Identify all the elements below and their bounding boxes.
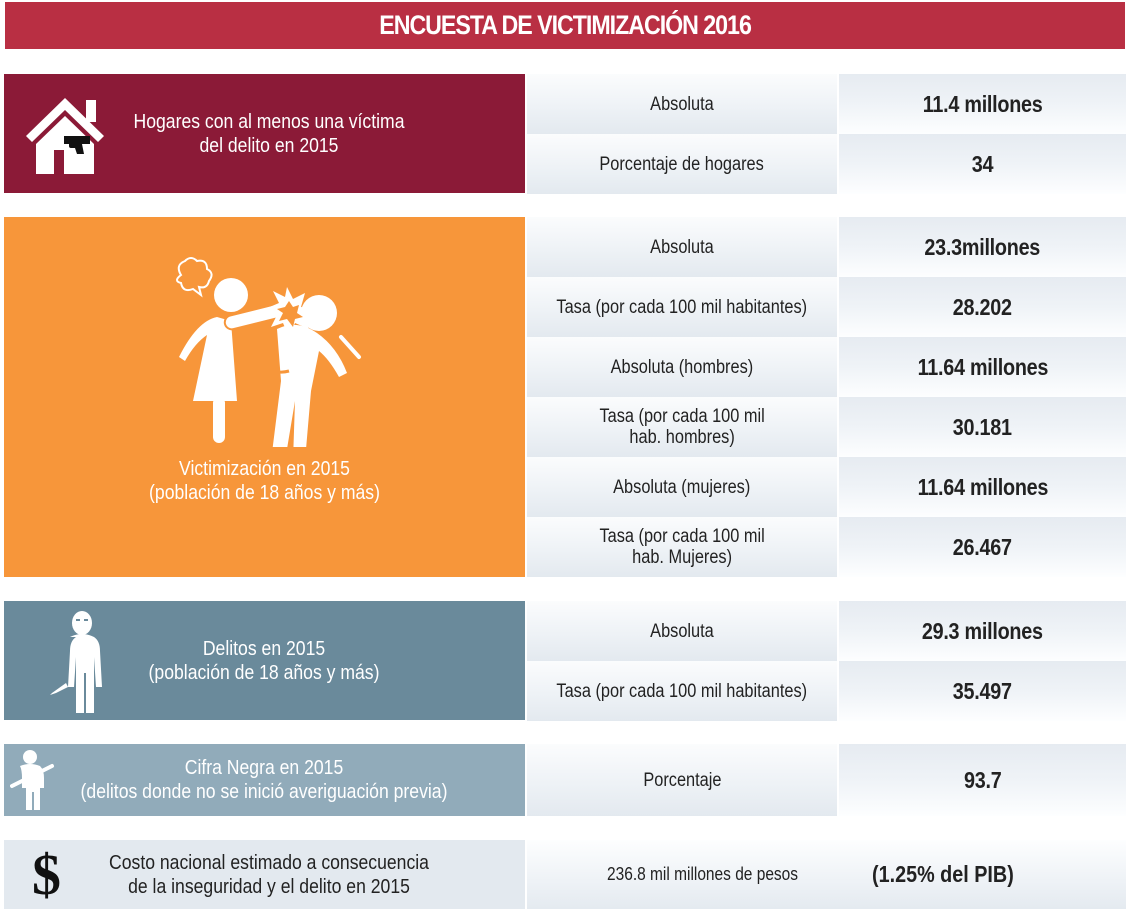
row-value: 35.497 xyxy=(839,661,1126,721)
row-value: 93.7 xyxy=(839,744,1126,816)
cost-amount: 236.8 mil millones de pesos xyxy=(607,864,799,884)
row-value: 28.202 xyxy=(839,277,1126,337)
row-label: Tasa (por cada 100 mil hab. hombres) xyxy=(527,397,837,457)
masked-criminal-rifle-icon xyxy=(10,750,54,810)
section-hogares: Hogares con al menos una víctima del del… xyxy=(4,74,1126,194)
row-value: 26.467 xyxy=(839,517,1126,577)
table-row: Absoluta (mujeres) 11.64 millones xyxy=(527,457,1126,517)
assault-figures-icon xyxy=(176,257,361,447)
page-title: ENCUESTA DE VICTIMIZACIÓN 2016 xyxy=(379,10,752,40)
delitos-label: Delitos en 2015 (población de 18 años y … xyxy=(148,637,380,684)
row-label: Absoluta (mujeres) xyxy=(527,457,837,517)
section-delitos: Delitos en 2015 (población de 18 años y … xyxy=(4,601,1126,721)
section-cifra-negra: Cifra Negra en 2015 (delitos donde no se… xyxy=(4,744,1126,816)
row-label: Tasa (por cada 100 mil habitantes) xyxy=(527,277,837,337)
victimizacion-panel: Victimización en 2015 (población de 18 a… xyxy=(4,217,525,577)
row-value: 29.3 millones xyxy=(839,601,1126,661)
table-row: Tasa (por cada 100 mil habitantes) 35.49… xyxy=(527,661,1126,721)
row-value: 23.3millones xyxy=(839,217,1126,277)
table-row: Absoluta 11.4 millones xyxy=(527,74,1126,134)
table-row: Absoluta (hombres) 11.64 millones xyxy=(527,337,1126,397)
masked-criminal-knife-icon xyxy=(50,611,102,713)
section-victimizacion: Victimización en 2015 (población de 18 a… xyxy=(4,217,1126,577)
table-row: Tasa (por cada 100 mil hab. hombres) 30.… xyxy=(527,397,1126,457)
section-costo: $ Costo nacional estimado a consecuencia… xyxy=(4,840,1126,909)
row-value: 11.4 millones xyxy=(839,74,1126,134)
row-label: Porcentaje xyxy=(527,744,837,816)
table-row: Porcentaje 93.7 xyxy=(527,744,1126,816)
row-label: Tasa (por cada 100 mil hab. Mujeres) xyxy=(527,517,837,577)
table-row: Porcentaje de hogares 34 xyxy=(527,134,1126,194)
cifra-negra-label: Cifra Negra en 2015 (delitos donde no se… xyxy=(80,757,448,803)
page-title-bar: ENCUESTA DE VICTIMIZACIÓN 2016 xyxy=(5,2,1125,49)
hogares-label: Hogares con al menos una víctima del del… xyxy=(133,110,405,157)
delitos-panel: Delitos en 2015 (población de 18 años y … xyxy=(4,601,525,720)
row-value: 11.64 millones xyxy=(839,457,1126,517)
table-row: Absoluta 23.3millones xyxy=(527,217,1126,277)
cifra-negra-panel: Cifra Negra en 2015 (delitos donde no se… xyxy=(4,744,525,816)
hogares-panel: Hogares con al menos una víctima del del… xyxy=(4,74,525,193)
table-row: Absoluta 29.3 millones xyxy=(527,601,1126,661)
row-value: 30.181 xyxy=(839,397,1126,457)
dollar-sign-icon: $ xyxy=(32,842,61,907)
row-label: Absoluta (hombres) xyxy=(527,337,837,397)
table-row: Tasa (por cada 100 mil hab. Mujeres) 26.… xyxy=(527,517,1126,577)
costo-label: Costo nacional estimado a consecuencia d… xyxy=(109,851,429,898)
house-with-gun-icon xyxy=(26,98,104,174)
cost-pib: (1.25% del PIB) xyxy=(872,861,1014,887)
cost-row: 236.8 mil millones de pesos (1.25% del P… xyxy=(527,840,1126,909)
row-label: Absoluta xyxy=(527,74,837,134)
row-label: Absoluta xyxy=(527,601,837,661)
row-label: Tasa (por cada 100 mil habitantes) xyxy=(527,661,837,721)
victimizacion-label: Victimización en 2015 (población de 18 a… xyxy=(149,458,380,504)
row-label: Absoluta xyxy=(527,217,837,277)
row-value: 34 xyxy=(839,134,1126,194)
table-row: Tasa (por cada 100 mil habitantes) 28.20… xyxy=(527,277,1126,337)
costo-panel: $ Costo nacional estimado a consecuencia… xyxy=(4,840,525,909)
row-value: 11.64 millones xyxy=(839,337,1126,397)
row-label: Porcentaje de hogares xyxy=(527,134,837,194)
